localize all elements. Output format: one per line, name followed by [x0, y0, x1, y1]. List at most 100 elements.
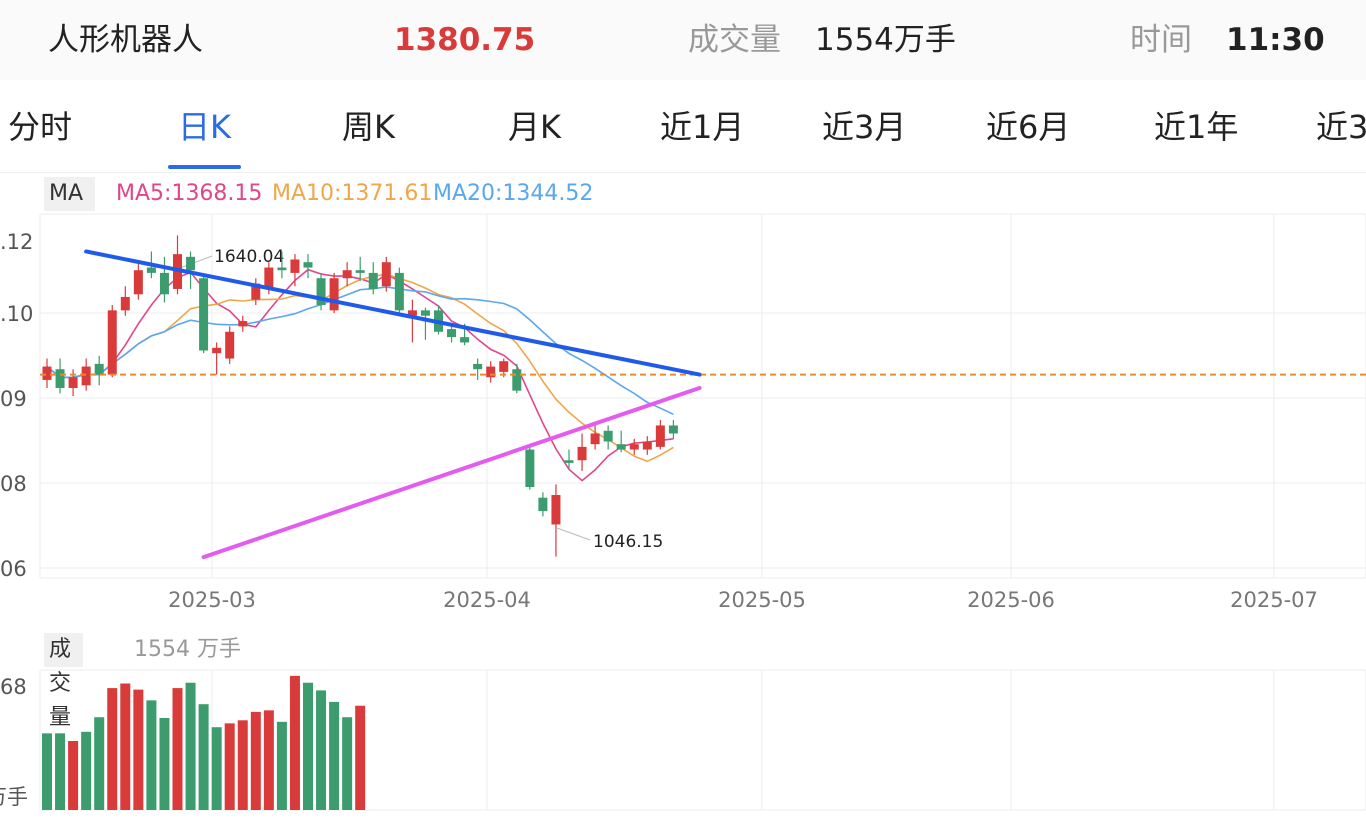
candle-body — [316, 278, 326, 305]
x-tick-label: 2025-04 — [443, 588, 531, 612]
candle-body — [42, 366, 52, 380]
tab-3-months[interactable]: 近3月 — [822, 108, 907, 146]
candle-body — [473, 363, 483, 370]
candle-body — [629, 444, 639, 450]
candle-body — [199, 278, 209, 351]
candle-body — [225, 331, 235, 359]
candle-body — [407, 310, 417, 316]
volume-bar — [276, 721, 287, 810]
volume-axis-top: 68 — [0, 675, 27, 699]
active-tab-indicator — [168, 165, 241, 169]
volume-bar — [172, 688, 183, 810]
candle-body — [447, 329, 457, 338]
volume-bar — [316, 690, 327, 810]
time-value: 11:30 — [1226, 22, 1325, 58]
candle-body — [55, 369, 65, 388]
volume-badge[interactable]: 成交量 — [44, 633, 84, 730]
candle-body — [303, 262, 313, 268]
volume-bar — [329, 701, 340, 810]
volume-label: 成交量 — [688, 22, 781, 58]
y-tick-label: 06 — [0, 557, 27, 581]
ma-badge[interactable]: MA — [44, 177, 96, 211]
tab-1-month[interactable]: 近1月 — [660, 108, 745, 146]
time-label: 时间 — [1130, 22, 1192, 58]
candle-body — [159, 272, 169, 295]
candle-body — [120, 296, 130, 311]
candle-body — [460, 337, 470, 343]
candle-body — [603, 430, 613, 442]
ma10-value: MA10:1371.61 — [272, 181, 433, 206]
tab-weekly-k[interactable]: 周K — [342, 108, 395, 146]
volume-bar — [107, 688, 118, 810]
volume-bar — [120, 683, 131, 810]
candle-body — [590, 433, 600, 445]
ma10-line — [46, 273, 674, 463]
candle-body — [342, 270, 352, 279]
volume-bar — [355, 705, 366, 810]
candle-body — [642, 441, 652, 450]
stock-name: 人形机器人 — [48, 22, 203, 58]
volume-panel-value: 1554 万手 — [134, 637, 241, 662]
volume-bar — [159, 718, 170, 810]
volume-bar — [237, 720, 248, 810]
candle-body — [251, 283, 261, 300]
volume-bar — [55, 733, 66, 810]
candle-body — [68, 377, 78, 388]
current-price: 1380.75 — [394, 22, 536, 58]
y-tick-label: 08 — [0, 472, 27, 496]
volume-bar — [211, 727, 222, 810]
candle-body — [616, 444, 626, 450]
ma20-value: MA20:1344.52 — [433, 181, 594, 206]
candle-body — [368, 272, 378, 289]
volume-value: 1554万手 — [815, 22, 956, 58]
y-tick-label: .12 — [0, 230, 33, 254]
candle-body — [381, 262, 391, 287]
tab-daily-k[interactable]: 日K — [178, 108, 231, 146]
volume-bar — [42, 733, 52, 810]
volume-bar — [81, 731, 92, 810]
volume-bar — [146, 700, 157, 810]
tab-1-year[interactable]: 近1年 — [1154, 108, 1239, 146]
divider — [0, 172, 1366, 173]
candle-body — [212, 347, 222, 354]
candle-body — [668, 425, 678, 434]
volume-bar — [133, 689, 144, 810]
x-tick-label: 2025-06 — [967, 588, 1055, 612]
tab-6-months[interactable]: 近6月 — [986, 108, 1071, 146]
price-grid — [39, 213, 1366, 811]
candle-body — [486, 366, 496, 378]
volume-bar — [94, 717, 105, 810]
volume-bar — [342, 717, 353, 810]
candle-body — [81, 366, 91, 386]
candle-body — [277, 267, 287, 271]
tab-3-years[interactable]: 近3 — [1316, 108, 1366, 146]
volume-bar — [250, 711, 261, 810]
volume-bar — [185, 682, 196, 810]
volume-bar — [289, 675, 300, 810]
candle-body — [94, 363, 104, 375]
volume-bar — [303, 682, 313, 810]
candle-body — [499, 361, 509, 372]
volume-axis-unit: 万手 — [0, 785, 28, 809]
volume-bar — [198, 704, 209, 810]
candle-body — [525, 449, 535, 487]
x-tick-label: 2025-07 — [1230, 588, 1318, 612]
support-trendline — [201, 385, 702, 560]
x-tick-label: 2025-03 — [168, 588, 256, 612]
candle-body — [107, 310, 117, 375]
ma20-line — [46, 286, 674, 416]
candle-body — [551, 495, 561, 525]
high-annotation: 1640.04 — [214, 247, 284, 267]
tab-monthly-k[interactable]: 月K — [508, 108, 561, 146]
tab-intraday[interactable]: 分时 — [8, 108, 73, 146]
candle-body — [355, 270, 365, 273]
candle-body — [146, 267, 156, 273]
period-tabs: 分时 日K 周K 月K 近1月 近3月 近6月 近1年 近3 — [0, 95, 1366, 171]
candle-body — [512, 369, 522, 391]
volume-bar — [224, 723, 235, 810]
candle-body — [290, 259, 300, 273]
resistance-trendline — [84, 249, 702, 377]
volume-bar — [263, 710, 274, 810]
ma5-value: MA5:1368.15 — [116, 181, 263, 206]
